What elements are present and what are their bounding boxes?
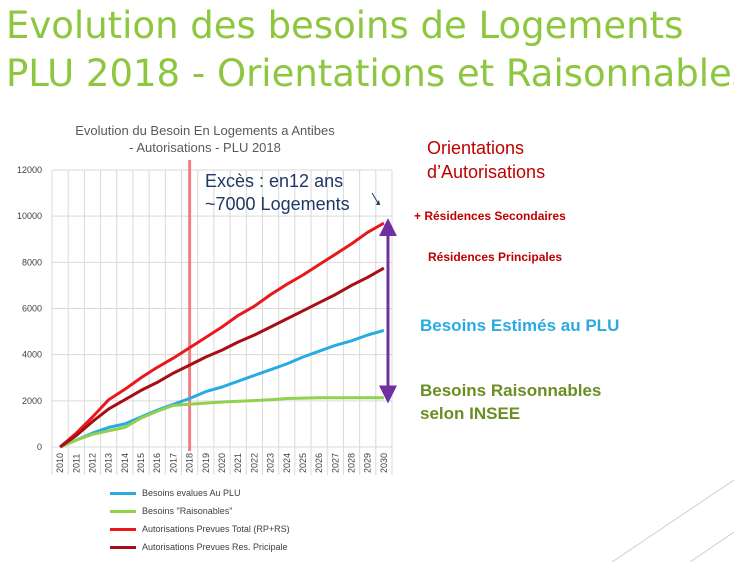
- y-tick-label: 10000: [17, 211, 42, 221]
- legend-swatch: [110, 545, 136, 549]
- pointer-arrow-head: [376, 200, 380, 205]
- excess-annotation: Excès : en12 ans ~7000 Logements: [205, 170, 350, 216]
- series-line: [59, 328, 385, 449]
- slide-title: Evolution des besoins de Logements PLU 2…: [6, 2, 734, 98]
- residences-principales-label: Résidences Principales: [428, 250, 563, 264]
- x-tick-label: 2013: [104, 453, 114, 473]
- y-tick-label: 6000: [22, 304, 42, 314]
- series-line: [59, 266, 385, 449]
- x-tick-label: 2011: [71, 454, 81, 473]
- pointer-arrow: [371, 192, 379, 204]
- x-tick-label: 2015: [136, 453, 146, 473]
- x-tick-label: 2021: [233, 453, 243, 473]
- series-line: [59, 396, 384, 449]
- slide-title-line2: PLU 2018 - Orientations et Raisonnables: [6, 52, 734, 95]
- legend-item: Autorisations Prevues Res. Pricipale: [110, 538, 290, 556]
- excess-line2: ~7000 Logements: [205, 194, 350, 214]
- x-tick-label: 2010: [55, 453, 65, 473]
- y-tick-label: 12000: [17, 165, 42, 175]
- x-tick-label: 2027: [330, 453, 340, 473]
- x-tick-label: 2026: [314, 453, 324, 473]
- besoins-raisonnables-line2: selon INSEE: [420, 404, 521, 423]
- x-tick-label: 2030: [379, 453, 389, 473]
- x-tick-label: 2025: [298, 453, 308, 473]
- legend-label: Autorisations Prevues Res. Pricipale: [142, 542, 288, 552]
- x-tick-label: 2022: [249, 453, 259, 473]
- legend-item: Besoins evalues Au PLU: [110, 484, 290, 502]
- x-tick-label: 2014: [120, 453, 130, 473]
- x-tick-label: 2017: [168, 453, 178, 473]
- slide-title-line1: Evolution des besoins de Logements: [6, 4, 684, 47]
- x-tick-label: 2020: [217, 453, 227, 473]
- legend-swatch: [110, 509, 136, 513]
- x-tick-label: 2023: [266, 453, 276, 473]
- legend-item: Besoins "Raisonables": [110, 502, 290, 520]
- orientations-line1: Orientations: [427, 138, 525, 158]
- decorative-line: [611, 479, 734, 562]
- y-tick-label: 2000: [22, 396, 42, 406]
- x-tick-label: 2029: [363, 453, 373, 473]
- excess-line1: Excès : en12 ans: [205, 171, 344, 191]
- decorative-line: [689, 531, 734, 562]
- residences-secondaires-label: + Résidences Secondaires: [414, 209, 566, 223]
- x-tick-label: 2028: [347, 453, 357, 473]
- series-line: [59, 221, 385, 449]
- y-tick-label: 8000: [22, 257, 42, 267]
- legend-item: Autorisations Prevues Total (RP+RS): [110, 520, 290, 538]
- x-tick-label: 2024: [282, 453, 292, 473]
- x-tick-label: 2012: [87, 453, 97, 473]
- y-tick-label: 0: [37, 442, 42, 452]
- x-tick-label: 2019: [201, 453, 211, 473]
- chart-legend: Besoins evalues Au PLU Besoins "Raisonab…: [110, 484, 290, 556]
- chart-title-line2: - Autorisations - PLU 2018: [129, 140, 281, 155]
- orientations-annotation: Orientations d’Autorisations: [427, 136, 545, 184]
- x-tick-label: 2018: [185, 453, 195, 473]
- legend-swatch: [110, 527, 136, 531]
- legend-swatch: [110, 491, 136, 495]
- chart-title: Evolution du Besoin En Logements a Antib…: [40, 122, 370, 156]
- besoins-raisonnables-line1: Besoins Raisonnables: [420, 381, 602, 400]
- legend-label: Besoins evalues Au PLU: [142, 488, 241, 498]
- orientations-line2: d’Autorisations: [427, 162, 546, 182]
- legend-label: Besoins "Raisonables": [142, 506, 233, 516]
- x-tick-label: 2016: [152, 453, 162, 473]
- besoins-raisonnables-label: Besoins Raisonnables selon INSEE: [420, 379, 601, 425]
- legend-label: Autorisations Prevues Total (RP+RS): [142, 524, 290, 534]
- y-tick-label: 4000: [22, 350, 42, 360]
- chart-title-line1: Evolution du Besoin En Logements a Antib…: [75, 123, 335, 138]
- besoins-plu-label: Besoins Estimés au PLU: [420, 316, 620, 335]
